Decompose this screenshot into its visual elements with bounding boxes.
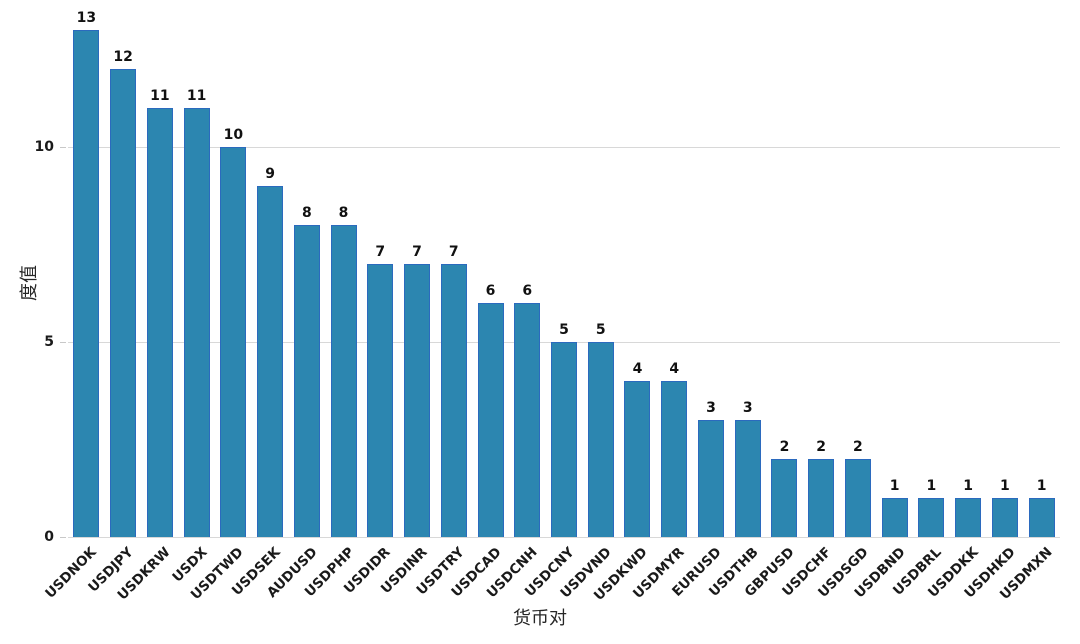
bar-value-label: 5 [595, 322, 606, 338]
bar [587, 342, 614, 537]
y-tick-mark [60, 537, 66, 538]
bar [257, 186, 284, 537]
bar [771, 459, 798, 537]
bar-value-label: 4 [632, 361, 643, 377]
bar-value-label: 2 [816, 439, 827, 455]
y-axis-title: 度值 [19, 265, 40, 301]
bar-value-label: 1 [1000, 478, 1010, 494]
bar-value-label: 1 [889, 478, 900, 494]
y-tick-mark [60, 147, 66, 148]
x-axis-title: 货币对 [513, 608, 567, 629]
bar-value-label: 1 [926, 478, 937, 494]
bar-value-label: 12 [113, 49, 133, 65]
bar-value-label: 3 [742, 400, 753, 416]
y-tick-label: 5 [44, 334, 54, 350]
bar-value-label: 2 [853, 439, 863, 455]
bar [955, 498, 982, 537]
bar [808, 459, 835, 537]
bar [146, 108, 173, 537]
bar-value-label: 6 [485, 283, 496, 299]
bar [1028, 498, 1055, 537]
bar [367, 264, 394, 537]
bar-value-label: 1 [963, 478, 974, 494]
y-tick-label: 0 [44, 529, 54, 545]
bar [918, 498, 945, 537]
bar [624, 381, 651, 537]
bar [404, 264, 431, 537]
bar [183, 108, 210, 537]
bar-value-label: 7 [412, 244, 422, 260]
bar-value-label: 8 [338, 205, 349, 221]
bar [293, 225, 320, 537]
bar-value-label: 10 [223, 127, 244, 143]
bar-value-label: 1 [1036, 478, 1047, 494]
bar-value-label: 9 [265, 166, 275, 182]
bar-value-label: 6 [522, 283, 533, 299]
bar [514, 303, 541, 537]
bar-value-label: 7 [375, 244, 386, 260]
gridline [68, 537, 1060, 538]
bar-value-label: 8 [301, 205, 312, 221]
bar-value-label: 4 [669, 361, 680, 377]
bar [697, 420, 724, 537]
bar [477, 303, 504, 537]
bar [440, 264, 467, 537]
bar [220, 147, 247, 537]
gridline [68, 147, 1060, 148]
bar [330, 225, 357, 537]
bar-value-label: 5 [559, 322, 569, 338]
y-tick-mark [60, 342, 66, 343]
bar [110, 69, 137, 537]
bar-value-label: 2 [779, 439, 790, 455]
bar-value-label: 7 [448, 244, 459, 260]
y-tick-label: 10 [34, 139, 54, 155]
bar [73, 30, 100, 537]
bar-value-label: 11 [186, 88, 207, 104]
bar [991, 498, 1018, 537]
bar-value-label: 3 [706, 400, 716, 416]
bar [734, 420, 761, 537]
bar-value-label: 11 [150, 88, 170, 104]
bar-value-label: 13 [76, 10, 97, 26]
bar [844, 459, 871, 537]
bar [661, 381, 688, 537]
bar [881, 498, 908, 537]
bar [551, 342, 577, 537]
